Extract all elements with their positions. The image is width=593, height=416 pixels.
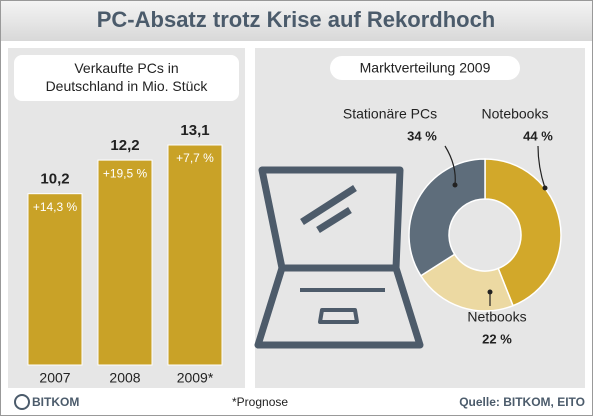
leader-line <box>537 145 546 189</box>
bar-title-wrap: Verkaufte PCs in Deutschland in Mio. Stü… <box>45 60 208 94</box>
value-label: 12,2 <box>110 137 139 154</box>
leader-line <box>444 145 456 186</box>
growth-label: +7,7 % <box>176 151 214 165</box>
x-tick-label: 2007 <box>39 370 70 386</box>
growth-label: +19,5 % <box>103 166 148 180</box>
logo-mark <box>14 394 30 410</box>
leader-dot <box>487 289 493 295</box>
value-label: 34 % <box>407 128 437 143</box>
value-label: 22 % <box>482 331 512 346</box>
leader-dot <box>452 182 458 188</box>
source: Quelle: BITKOM, EITO <box>459 395 585 409</box>
logo: BITKOM <box>32 395 79 409</box>
x-tick-label: 2008 <box>109 370 140 386</box>
pie-title-box <box>330 56 520 80</box>
main-title: PC-Absatz trotz Krise auf Rekordhoch <box>97 7 496 32</box>
value-label: 13,1 <box>180 122 209 139</box>
bar-title-box <box>14 55 239 101</box>
laptop-base <box>254 266 424 349</box>
legend-label: Notebooks <box>482 106 549 122</box>
legend-label: Stationäre PCs <box>343 106 437 122</box>
growth-label: +14,3 % <box>33 200 78 214</box>
bar <box>167 144 223 366</box>
header-band <box>1 1 592 41</box>
donut-segment <box>484 158 562 307</box>
value-label: 10,2 <box>40 171 69 188</box>
leader-dot <box>542 185 548 191</box>
footnote: *Prognose <box>232 395 288 409</box>
pie-title: Marktverteilung 2009 <box>360 60 491 76</box>
legend-label: Netbooks <box>467 309 526 325</box>
screen-glare <box>300 185 357 233</box>
x-tick-label: 2009* <box>177 370 214 386</box>
bar-title: Verkaufte PCs in Deutschland in Mio. Stü… <box>45 60 208 94</box>
laptop-icon <box>254 166 424 349</box>
touchpad <box>318 308 359 324</box>
bar <box>97 159 153 366</box>
bar <box>27 193 83 366</box>
donut-segment <box>408 158 486 277</box>
value-label: 44 % <box>523 128 553 143</box>
